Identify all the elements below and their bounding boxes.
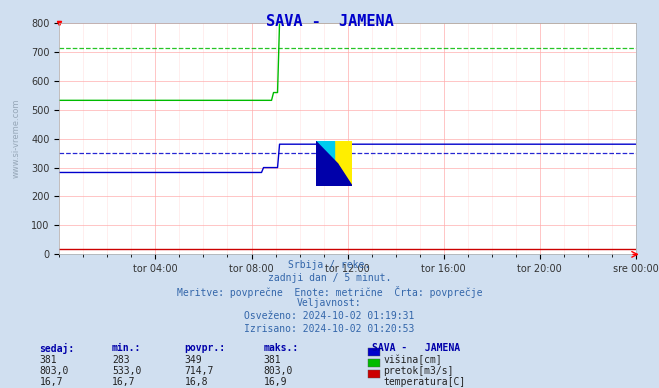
Text: pretok[m3/s]: pretok[m3/s] — [384, 366, 454, 376]
Text: SAVA -   JAMENA: SAVA - JAMENA — [372, 343, 461, 353]
Text: www.si-vreme.com: www.si-vreme.com — [12, 99, 20, 178]
Text: 16,7: 16,7 — [112, 377, 136, 387]
Text: 381: 381 — [264, 355, 281, 365]
Text: 803,0: 803,0 — [264, 366, 293, 376]
Text: povpr.:: povpr.: — [185, 343, 225, 353]
Polygon shape — [316, 164, 352, 186]
Text: Izrisano: 2024-10-02 01:20:53: Izrisano: 2024-10-02 01:20:53 — [244, 324, 415, 334]
Text: maks.:: maks.: — [264, 343, 299, 353]
Text: višina[cm]: višina[cm] — [384, 355, 442, 365]
Text: 381: 381 — [40, 355, 57, 365]
Text: 16,7: 16,7 — [40, 377, 63, 387]
Text: SAVA -  JAMENA: SAVA - JAMENA — [266, 14, 393, 29]
Text: zadnji dan / 5 minut.: zadnji dan / 5 minut. — [268, 273, 391, 283]
Bar — [334, 141, 352, 186]
Text: 283: 283 — [112, 355, 130, 365]
Bar — [316, 141, 334, 186]
Text: 533,0: 533,0 — [112, 366, 142, 376]
Polygon shape — [316, 141, 337, 186]
Text: 16,9: 16,9 — [264, 377, 287, 387]
Text: 803,0: 803,0 — [40, 366, 69, 376]
Text: 16,8: 16,8 — [185, 377, 208, 387]
Text: temperatura[C]: temperatura[C] — [384, 377, 466, 387]
Text: Meritve: povprečne  Enote: metrične  Črta: povprečje: Meritve: povprečne Enote: metrične Črta:… — [177, 286, 482, 298]
Text: 714,7: 714,7 — [185, 366, 214, 376]
Text: 349: 349 — [185, 355, 202, 365]
Text: Srbija / reke.: Srbija / reke. — [289, 260, 370, 270]
Text: Veljavnost:: Veljavnost: — [297, 298, 362, 308]
Text: sedaj:: sedaj: — [40, 343, 74, 354]
Text: Osveženo: 2024-10-02 01:19:31: Osveženo: 2024-10-02 01:19:31 — [244, 311, 415, 321]
Text: min.:: min.: — [112, 343, 142, 353]
